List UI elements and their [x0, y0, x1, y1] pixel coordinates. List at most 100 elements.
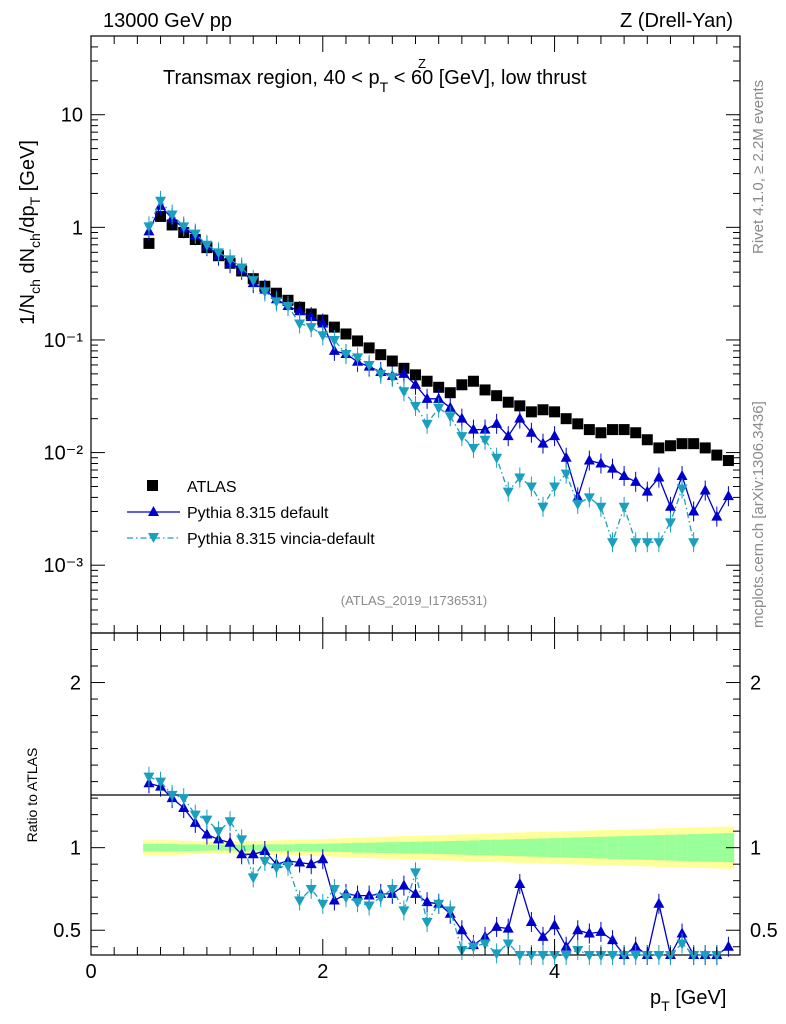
y-tick-label: 10	[61, 105, 83, 127]
pythia-vincia-point	[560, 469, 572, 480]
ratio-vincia-point	[630, 951, 642, 961]
legend-marker-vincia	[148, 533, 159, 543]
pythia-default-line	[148, 204, 729, 519]
ratio-panel: 0.5 0.5 1 1 2 2 Ratio to ATLAS	[24, 632, 778, 965]
ratio-vincia-point	[537, 951, 549, 961]
pythia-vincia-point	[352, 353, 364, 364]
ratio-band-inner	[293, 844, 306, 852]
ratio-vincia-point	[444, 906, 456, 917]
pythia-vincia-point	[259, 287, 271, 298]
ratio-band-inner	[595, 836, 607, 859]
pythia-default-point	[317, 317, 329, 328]
upper-series	[143, 190, 734, 553]
ratio-tick-label-right: 0.5	[750, 920, 778, 942]
ratio-band-inner	[560, 837, 572, 858]
pythia-default-point	[595, 457, 607, 468]
ratio-vincia-point	[189, 810, 201, 821]
ratio-band-inner	[537, 838, 549, 857]
pythia-default-point	[630, 475, 642, 486]
ratio-default-line	[148, 782, 729, 957]
ratio-band-inner	[363, 842, 375, 853]
ratio-vincia-point	[618, 951, 630, 961]
plot-title-sub: T	[380, 79, 389, 95]
ratio-band-inner	[177, 844, 190, 851]
ratio-band-inner	[490, 839, 503, 856]
ratio-default-point	[537, 930, 549, 941]
pythia-vincia-point	[282, 302, 294, 313]
ratio-vincia-point	[166, 790, 178, 801]
atlas-point	[630, 427, 642, 439]
plot-title: Transmax region, 40 < pT < 60 [GeV], low…	[163, 67, 587, 95]
y-tick-label: 10⁻¹	[44, 330, 84, 352]
ratio-band-inner	[432, 841, 445, 854]
ratio-tick-label-left: 2	[70, 673, 81, 695]
pythia-vincia-point	[641, 538, 653, 549]
ratio-vincia-point	[247, 873, 259, 884]
ratio-band-inner	[641, 835, 654, 860]
ratio-vincia-point	[560, 951, 572, 961]
ratio-default-point	[525, 915, 537, 926]
pythia-default-point	[722, 490, 734, 501]
y-tick-label: 1	[72, 217, 83, 239]
ratio-band-inner	[479, 840, 491, 856]
ratio-default-point	[676, 927, 688, 938]
ratio-band-inner	[398, 841, 410, 854]
ratio-default-point	[491, 920, 503, 931]
atlas-point	[664, 440, 676, 452]
ratio-vincia-point	[178, 794, 190, 805]
upper-ylabel: 1/Nch dNch/dpT [GeV]	[17, 140, 43, 325]
ratio-vincia-point	[212, 827, 224, 838]
pythia-default-point	[549, 430, 561, 441]
pythia-default-point	[664, 500, 676, 511]
atlas-point	[444, 387, 456, 399]
ratio-band-inner	[328, 843, 341, 852]
pythia-vincia-point	[572, 499, 584, 510]
ratio-vincia-point	[294, 896, 306, 907]
atlas-point	[340, 328, 352, 340]
legend-label-vincia: Pythia 8.315 vincia-default	[187, 531, 375, 548]
ratio-default-point	[421, 896, 433, 907]
ratio-vincia-point	[270, 863, 282, 874]
ratio-band-inner	[166, 844, 178, 852]
analysis-id: (ATLAS_2019_I1736531)	[341, 593, 487, 608]
atlas-point	[514, 400, 526, 412]
pythia-vincia-point	[363, 360, 375, 371]
ratio-default-point	[259, 844, 271, 855]
ratio-default-point	[317, 853, 329, 864]
ratio-default-point	[502, 922, 514, 933]
pythia-default-point	[676, 469, 688, 480]
ratio-ylabel: Ratio to ATLAS	[24, 748, 40, 843]
atlas-point	[143, 237, 155, 249]
x-axis: 0 2 4	[85, 36, 741, 983]
atlas-point	[711, 449, 723, 461]
ratio-vincia-point	[352, 898, 364, 909]
pythia-vincia-point	[421, 419, 433, 430]
ratio-tick-label-right: 1	[750, 838, 761, 860]
ratio-vincia-point	[583, 951, 595, 961]
ratio-vincia-point	[641, 951, 653, 961]
ratio-vincia-point	[398, 906, 410, 917]
pythia-default-point	[410, 378, 421, 389]
pythia-vincia-point	[595, 502, 607, 513]
ratio-band-inner	[374, 842, 387, 853]
ratio-band-inner	[583, 837, 596, 859]
ratio-band-inner	[143, 844, 155, 852]
atlas-point	[595, 427, 607, 439]
ratio-vincia-point	[259, 856, 271, 867]
legend: ATLAS Pythia 8.315 default Pythia 8.315 …	[127, 479, 375, 548]
ratio-band-inner	[456, 840, 468, 855]
ratio-tick-label-left: 1	[70, 838, 81, 860]
legend-label-default: Pythia 8.315 default	[187, 505, 329, 522]
pythia-vincia-point	[398, 387, 410, 398]
pythia-default-point	[607, 462, 619, 473]
ratio-default-point	[653, 897, 665, 908]
atlas-point	[641, 434, 653, 446]
ratio-band-inner	[351, 842, 364, 853]
ratio-vincia-point	[502, 939, 514, 950]
ratio-default-point	[722, 940, 734, 951]
legend-label-atlas: ATLAS	[187, 479, 237, 496]
upper-ticks: 10⁻³ 10⁻² 10⁻¹ 1 10	[44, 35, 740, 625]
pythia-vincia-point	[224, 255, 236, 266]
pythia-vincia-point	[514, 473, 526, 484]
